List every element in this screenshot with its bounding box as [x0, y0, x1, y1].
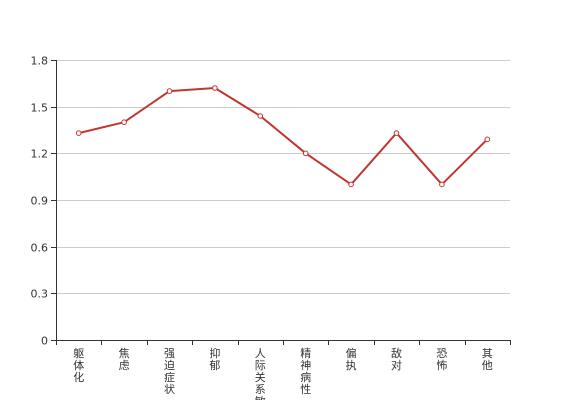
x-tick-label: 躯体化 — [73, 347, 84, 384]
data-point — [348, 181, 354, 188]
data-point — [166, 88, 173, 94]
x-axis: 躯体化 焦虑 强迫症状 抑郁 人际关系敏感 精神病性 偏执 敌对 恐怖 其他 — [56, 340, 511, 400]
y-tick-label: 0.9 — [31, 195, 49, 208]
x-tick-label: 其他 — [482, 347, 493, 372]
x-tick-label: 恐怖 — [436, 347, 447, 372]
data-point — [75, 130, 82, 136]
x-tick-label: 精神病性 — [300, 347, 311, 396]
data-point — [393, 130, 400, 136]
series-layer — [75, 85, 491, 188]
y-tick-label: 1.8 — [31, 55, 49, 68]
x-tick-label: 人际关系敏感 — [255, 347, 266, 400]
x-tick-label: 强迫症状 — [164, 347, 175, 396]
y-tick-label: 1.5 — [31, 102, 49, 115]
data-point — [257, 113, 264, 119]
x-tick-label: 抑郁 — [209, 346, 220, 372]
y-tick-label: 0 — [41, 335, 48, 348]
data-point — [439, 181, 445, 188]
data-point — [302, 150, 309, 157]
x-tick-label: 偏执 — [346, 346, 357, 372]
gridlines — [56, 60, 510, 294]
series-line — [78, 87, 489, 186]
data-point — [212, 85, 218, 91]
y-tick-label: 0.3 — [31, 288, 49, 301]
data-point — [484, 136, 491, 143]
y-tick-label: 0.6 — [31, 242, 49, 255]
data-point — [121, 119, 127, 126]
y-tick-label: 1.2 — [31, 148, 49, 161]
x-tick-label: 敌对 — [391, 346, 402, 372]
y-axis: 0 0.3 0.6 0.9 1.2 1.5 1.8 — [31, 55, 57, 348]
x-tick-label: 焦虑 — [119, 347, 130, 372]
